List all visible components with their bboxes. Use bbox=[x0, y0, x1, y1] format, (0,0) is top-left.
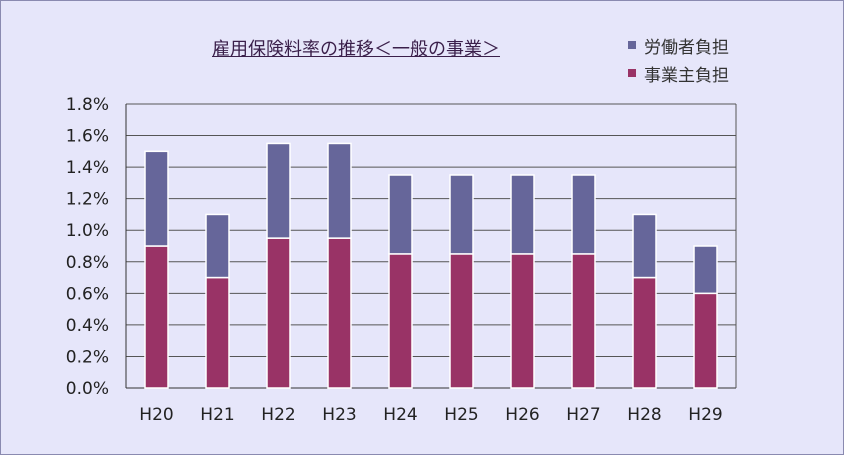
x-tick-label: H22 bbox=[261, 405, 295, 425]
x-tick-label: H24 bbox=[383, 405, 417, 425]
bar-worker bbox=[632, 213, 657, 279]
bar-employer bbox=[693, 292, 718, 389]
bar-worker bbox=[449, 174, 474, 255]
y-tick-label: 1.6% bbox=[66, 127, 109, 147]
bar-employer bbox=[388, 253, 413, 389]
bar-worker bbox=[205, 213, 230, 279]
x-tick-label: H25 bbox=[444, 405, 478, 425]
y-tick-label: 0.2% bbox=[66, 347, 109, 367]
x-tick-label: H23 bbox=[322, 405, 356, 425]
y-tick-label: 0.4% bbox=[66, 316, 109, 336]
y-tick-label: 1.8% bbox=[66, 95, 109, 115]
bar-worker bbox=[571, 174, 596, 255]
bar-employer bbox=[449, 253, 474, 389]
y-tick-label: 1.0% bbox=[66, 221, 109, 241]
legend: 労働者負担 事業主負担 bbox=[628, 31, 729, 87]
x-tick-label: H27 bbox=[566, 405, 600, 425]
bar-worker bbox=[388, 174, 413, 255]
legend-item-employer: 事業主負担 bbox=[628, 59, 729, 87]
bar-employer bbox=[571, 253, 596, 389]
bar-employer bbox=[632, 276, 657, 389]
bar-worker bbox=[144, 150, 169, 247]
x-tick-label: H21 bbox=[200, 405, 234, 425]
bar-employer bbox=[144, 245, 169, 389]
legend-label-employer: 事業主負担 bbox=[644, 65, 729, 86]
legend-swatch-worker bbox=[628, 41, 636, 49]
chart-title: 雇用保険料率の推移＜一般の事業＞ bbox=[212, 39, 500, 60]
bar-worker bbox=[327, 142, 352, 239]
y-tick-label: 1.2% bbox=[66, 190, 109, 210]
bar-employer bbox=[266, 237, 291, 389]
bar-worker bbox=[266, 142, 291, 239]
x-tick-label: H28 bbox=[627, 405, 661, 425]
legend-label-worker: 労働者負担 bbox=[644, 37, 729, 58]
x-tick-label: H26 bbox=[505, 405, 539, 425]
y-tick-label: 0.6% bbox=[66, 284, 109, 304]
x-tick-label: H20 bbox=[139, 405, 173, 425]
bar-employer bbox=[205, 276, 230, 389]
x-tick-label: H29 bbox=[688, 405, 722, 425]
bar-employer bbox=[327, 237, 352, 389]
bar-worker bbox=[510, 174, 535, 255]
legend-swatch-employer bbox=[628, 69, 636, 77]
y-tick-label: 0.0% bbox=[66, 379, 109, 399]
bar-employer bbox=[510, 253, 535, 389]
bar-worker bbox=[693, 245, 718, 295]
y-tick-label: 0.8% bbox=[66, 253, 109, 273]
legend-item-worker: 労働者負担 bbox=[628, 31, 729, 59]
y-tick-label: 1.4% bbox=[66, 158, 109, 178]
